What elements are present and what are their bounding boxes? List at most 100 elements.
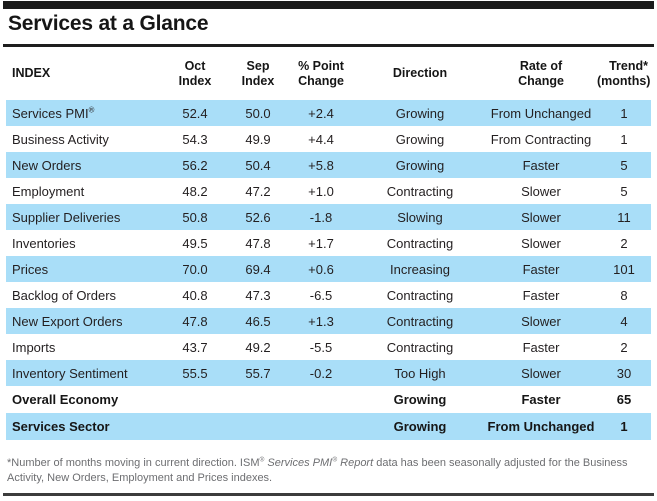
col-header-sep-index: Sep Index [229,47,287,100]
registered-mark: ® [88,105,95,115]
table-body: Services PMI® 52.4 50.0 +2.4 Growing From Unc… [6,100,651,440]
cell-rate-of-change: From Contracting [490,131,592,147]
cell-sep-index: 49.2 [245,339,271,355]
cell-sep-index: 46.5 [229,308,287,334]
table-row: Imports 43.7 49.2 -5.5 Contracting Faster 2 [6,334,651,360]
col-header-point-change: % Point Change [287,47,355,100]
cell-trend: 11 [597,204,651,230]
table-row: Business Activity 54.3 49.9 +4.4 Growing From… [6,126,651,152]
cell-point-change: +0.6 [287,256,355,282]
col-header-rate-line2: Change [518,73,564,88]
table-row: Inventory Sentiment 55.5 55.7 -0.2 Too High S… [6,360,651,386]
cell-rate-of-change: Faster [522,339,560,355]
cell-index-label: Backlog of Orders [12,287,117,303]
cell-trend: 30 [597,360,651,386]
cell-index-label: Services Sector [6,413,161,440]
footnote-text: ® [332,456,338,464]
cell-point-change: -6.5 [309,287,333,303]
cell-point-change: +2.4 [287,100,355,126]
cell-index-label: Imports [12,339,56,355]
col-header-change-line2: Change [298,73,344,88]
cell-oct-index: 43.7 [182,339,208,355]
col-header-rate-of-change: Rate of Change [485,47,597,100]
cell-direction: Increasing [355,256,485,282]
page-title: Services at a Glance [8,12,209,35]
footnote-text: Report [337,457,374,469]
col-header-index-line1: INDEX [12,66,51,80]
cell-trend: 1 [597,413,651,440]
cell-index-label: Business Activity [12,131,109,147]
cell-point-change: -1.8 [287,204,355,230]
table-row: Services PMI® 52.4 50.0 +2.4 Growing From Unc… [6,100,651,126]
col-header-trend-line1: Trend* [609,58,648,73]
cell-rate-of-change: Faster [522,287,560,303]
cell-point-change: +5.8 [287,152,355,178]
cell-oct-index: 54.3 [182,131,208,147]
cell-index-label: Services PMI® [6,100,161,126]
cell-sep-index: 52.6 [229,204,287,230]
col-header-trend-line2: (months) [597,73,651,88]
cell-point-change [287,386,355,413]
cell-index-label: Employment [12,183,85,199]
col-header-trend: Trend* (months) [597,47,651,100]
table-row: New Orders 56.2 50.4 +5.8 Growing Faster 5 [6,152,651,178]
cell-sep-index: 47.3 [245,287,271,303]
cell-rate-of-change: From Unchanged [485,100,597,126]
cell-direction: Contracting [386,183,454,199]
cell-rate-of-change: Slower [521,235,561,251]
footnote-text: *Number of months moving in current dire… [7,457,260,469]
cell-index-label: Prices [6,256,161,282]
cell-rate-of-change: Slower [485,360,597,386]
col-header-change-line1: % Point [298,58,344,73]
cell-oct-index: 70.0 [161,256,229,282]
col-header-index: INDEX [6,47,161,100]
cell-direction: Growing [355,413,485,440]
col-header-oct-index: Oct Index [161,47,229,100]
footnote: *Number of months moving in current dire… [7,456,649,486]
cell-trend: 8 [620,287,628,303]
cell-oct-index: 56.2 [161,152,229,178]
cell-direction: Growing [395,131,445,147]
table-row: Prices 70.0 69.4 +0.6 Increasing Faster 101 [6,256,651,282]
col-header-sep-line1: Sep [246,58,270,73]
cell-index-label: Inventory Sentiment [6,360,161,386]
cell-trend: 5 [597,152,651,178]
col-header-oct-line1: Oct [184,58,206,73]
cell-point-change: -0.2 [287,360,355,386]
cell-oct-index: 50.8 [161,204,229,230]
cell-oct-index: 40.8 [182,287,208,303]
header-row: INDEX Oct Index Sep Index % Point Change… [6,47,651,100]
cell-trend: 101 [597,256,651,282]
table-row: Supplier Deliveries 50.8 52.6 -1.8 Slowing Sl… [6,204,651,230]
cell-oct-index: 52.4 [161,100,229,126]
cell-trend: 5 [620,183,628,199]
cell-rate-of-change: Faster [485,256,597,282]
cell-direction: Growing [355,152,485,178]
cell-index-label: New Export Orders [6,308,161,334]
summary-row: Services Sector Growing From Unchanged 1 [6,413,651,440]
footnote-text: ® [259,456,265,464]
col-header-direction-line1: Direction [392,66,448,80]
col-header-rate-line1: Rate of [519,58,563,73]
cell-point-change: +1.7 [308,235,334,251]
cell-direction: Growing [355,100,485,126]
cell-direction: Contracting [386,339,454,355]
cell-sep-index: 49.9 [245,131,271,147]
cell-point-change: +1.0 [308,183,334,199]
title-divider [3,44,654,47]
bottom-rule [3,493,654,496]
table-row: Inventories 49.5 47.8 +1.7 Contracting Slower… [6,230,651,256]
cell-sep-index: 47.8 [245,235,271,251]
cell-direction: Growing [393,392,447,407]
cell-sep-index: 47.2 [245,183,271,199]
table-row: Employment 48.2 47.2 +1.0 Contracting Slower 5 [6,178,651,204]
table-header: INDEX Oct Index Sep Index % Point Change… [6,47,651,100]
cell-direction: Slowing [355,204,485,230]
cell-direction: Contracting [386,287,454,303]
col-header-sep-line2: Index [241,73,275,88]
services-glance-table: INDEX Oct Index Sep Index % Point Change… [6,47,651,440]
cell-oct-index: 55.5 [161,360,229,386]
col-header-direction: Direction [355,47,485,100]
table-row: New Export Orders 47.8 46.5 +1.3 Contracting… [6,308,651,334]
